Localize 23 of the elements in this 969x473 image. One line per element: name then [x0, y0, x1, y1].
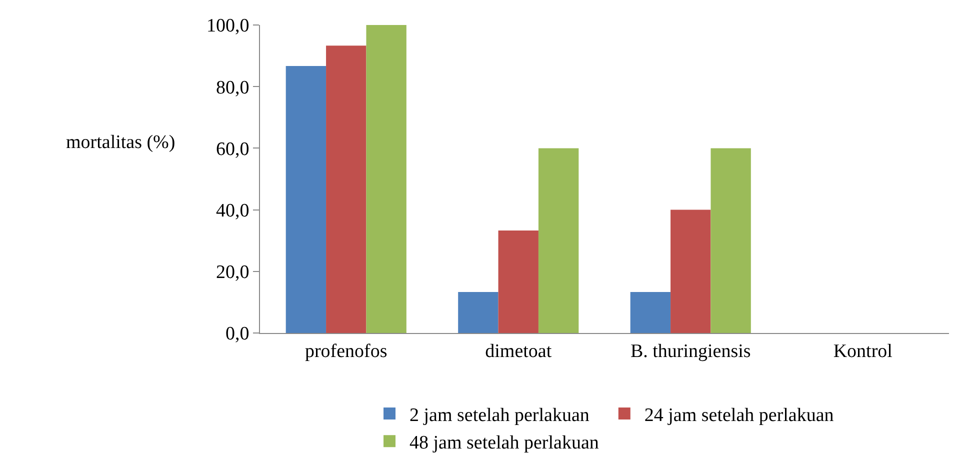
x-tick-label: Kontrol [833, 340, 892, 362]
x-tick-label: dimetoat [485, 340, 552, 362]
x-tick-label: profenofos [304, 340, 388, 362]
legend-label: 48 jam setelah perlakuan [410, 432, 600, 454]
y-tick-label: 40,0 [216, 200, 250, 222]
bar [538, 148, 579, 333]
legend-label: 24 jam setelah perlakuan [644, 404, 834, 426]
y-axis-title: mortalitas (%) [66, 132, 176, 153]
legend-label: 2 jam setelah perlakuan [410, 404, 590, 426]
bar [670, 210, 711, 333]
bar [366, 25, 406, 333]
bar [458, 292, 498, 333]
x-tick-label: B. thuringiensis [630, 340, 751, 362]
y-tick-label: 60,0 [216, 138, 250, 160]
y-tick-label: 20,0 [216, 262, 250, 284]
bar [326, 46, 366, 333]
bar [286, 66, 326, 333]
bar [710, 148, 751, 333]
bar [630, 292, 671, 333]
bar [498, 230, 538, 333]
y-tick-label: 100,0 [206, 16, 250, 37]
y-tick-label: 80,0 [216, 77, 250, 98]
y-tick-label: 0,0 [225, 324, 250, 345]
